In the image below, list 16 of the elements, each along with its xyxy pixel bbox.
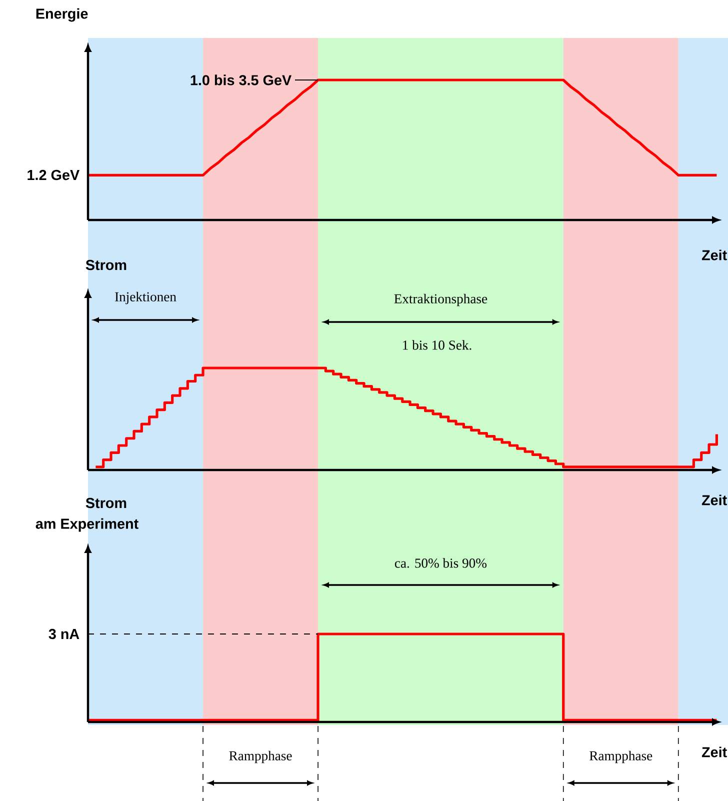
text: Rampphase [229,750,292,764]
text: ca. 50% bis 90% [394,558,487,568]
annotation: 1.0 bis 3.5 GeV [190,74,292,86]
text: 1 bis 10 Sek. [403,340,472,350]
x-axis-title: Zeit [702,746,727,758]
chart-subtitle: am Experiment [36,518,138,532]
x-axis-title: Zeit [702,250,727,260]
text: Extraktionsphase [394,294,488,306]
chart-title: Energie [36,8,88,22]
text: Injektionen [115,292,176,304]
chart-title: Strom [86,260,126,270]
chart-title: Strom [86,498,126,508]
text: 1.2 GeV [28,170,80,180]
text: Rampphase [590,750,652,764]
x-axis-title: Zeit [702,494,727,506]
ref-line-label: 3 nA [48,628,80,640]
